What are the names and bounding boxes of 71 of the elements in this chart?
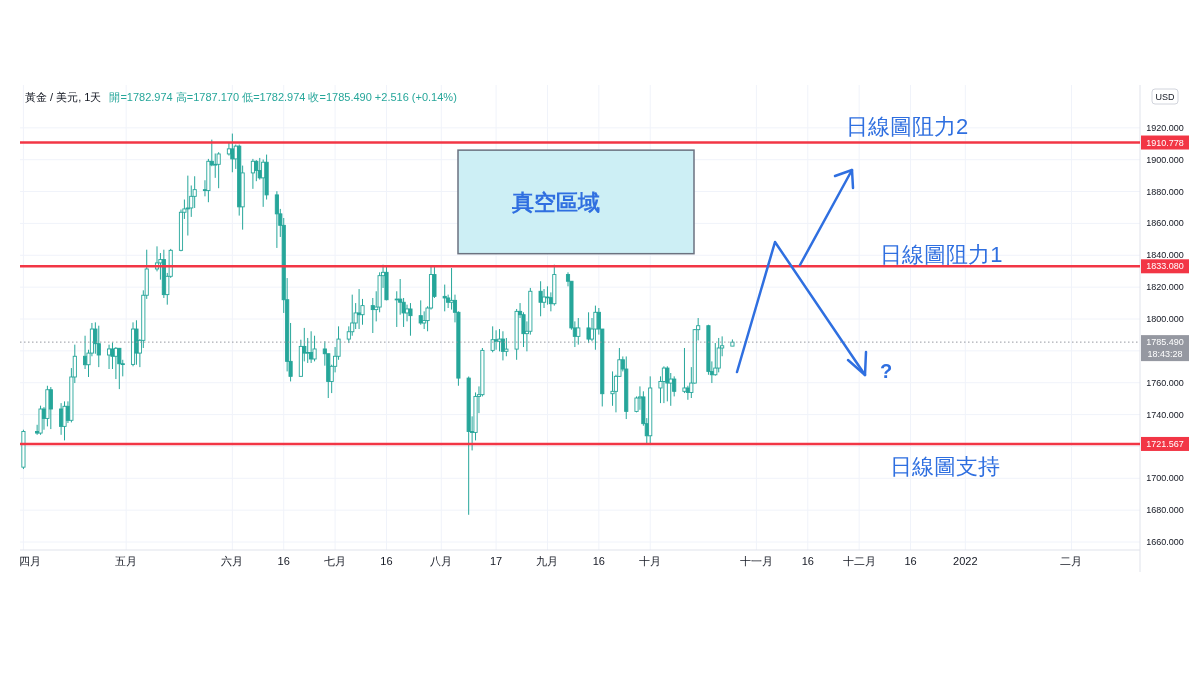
candlestick: [497, 328, 502, 352]
candlestick: [216, 151, 221, 189]
x-tick-label: 二月: [1060, 555, 1083, 567]
y-axis-title: USD: [1155, 92, 1175, 102]
x-tick-label: 十二月: [842, 555, 876, 567]
x-tick-label: 九月: [536, 555, 559, 567]
candlestick: [490, 325, 495, 353]
candlestick: [449, 267, 454, 311]
candlestick: [254, 159, 259, 182]
candlestick: [350, 294, 355, 337]
candlestick: [418, 299, 423, 326]
y-tick-label: 1760.000: [1146, 377, 1184, 388]
candlestick: [110, 341, 115, 370]
y-tick-label: 1800.000: [1146, 314, 1184, 324]
y-tick-label: 1860.000: [1146, 218, 1184, 229]
candlestick: [404, 304, 410, 322]
candlestick: [312, 335, 317, 362]
y-tick-label: 1880.000: [1146, 186, 1184, 197]
y-tick-label: 1840.000: [1146, 250, 1184, 261]
x-tick-label: 七月: [324, 555, 347, 567]
candlestick: [500, 330, 505, 361]
x-tick-label: 16: [904, 555, 917, 567]
band-label: 真空區域: [511, 189, 600, 215]
candlestick: [185, 175, 190, 237]
candlestick: [538, 280, 543, 317]
x-tick-label: 四月: [19, 555, 41, 567]
candlestick: [408, 302, 413, 337]
band: 真空區域: [457, 149, 695, 255]
candlestick: [682, 347, 687, 394]
x-tick-label: 17: [489, 555, 503, 567]
candlestick: [541, 288, 547, 309]
candlestick: [593, 305, 598, 351]
annotation: 日線圖阻力2: [845, 113, 969, 139]
candlestick: [305, 337, 310, 364]
chart-title: 黃金 / 美元, 1天: [25, 91, 102, 103]
candlestick: [62, 400, 67, 441]
y-tick-label: 1680.000: [1146, 505, 1184, 516]
candlestick: [504, 337, 509, 357]
x-tick-label: 十一月: [739, 555, 773, 567]
candlestick: [357, 288, 362, 330]
x-tick-label: 十月: [639, 555, 662, 567]
candlestick: [665, 365, 670, 402]
y-tick-label: 1700.000: [1146, 473, 1184, 484]
annotation: 日線圖支持: [889, 453, 1000, 479]
x-tick-label: 八月: [430, 555, 453, 567]
x-tick-label: 16: [277, 555, 290, 567]
annotation: 日線圖阻力1: [880, 242, 1003, 268]
chart-subtitle: 開=1782.974 高=1787.170 低=1782.974 收=1785.490 +2.516 (+0.14%): [109, 91, 457, 103]
x-tick-label: 六月: [221, 555, 244, 567]
x-tick-label: 16: [380, 555, 393, 567]
y-tick-label: 1740.000: [1146, 409, 1184, 420]
x-tick-label: 2022: [953, 555, 978, 567]
ref-line-label: 1910.778: [1146, 137, 1184, 148]
y-tick-label: 1920.000: [1146, 122, 1184, 133]
x-tick-label: 五月: [115, 555, 138, 567]
candlestick: [394, 290, 399, 328]
y-tick-label: 1900.000: [1146, 154, 1184, 165]
ref-line-label: 1721.567: [1146, 438, 1184, 449]
y-tick-label: 1660.000: [1146, 537, 1184, 548]
y-tick-label: 1820.000: [1146, 282, 1184, 293]
x-tick-label: 16: [592, 555, 605, 567]
candlestick: [442, 284, 447, 312]
candlestick: [96, 325, 101, 368]
ref-line-label: 1785.490 18:43:28: [1146, 337, 1184, 360]
annotation: ?: [879, 360, 893, 382]
ref-line-label: 1833.080: [1146, 261, 1184, 272]
x-tick-label: 16: [801, 555, 814, 567]
candlestick: [576, 317, 581, 346]
candlestick: [716, 337, 721, 373]
candlestick: [274, 190, 279, 249]
candlestick: [586, 311, 591, 344]
